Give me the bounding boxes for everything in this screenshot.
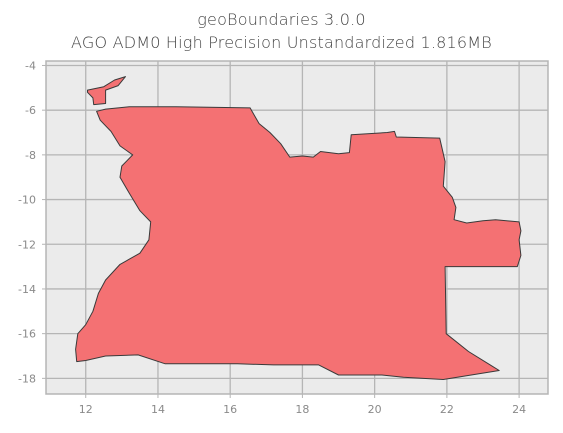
y-tick-label: -8 bbox=[25, 149, 36, 162]
y-tick-label: -18 bbox=[18, 372, 36, 385]
x-tick-label: 22 bbox=[440, 403, 454, 416]
x-tick-label: 12 bbox=[79, 403, 93, 416]
x-tick-label: 18 bbox=[295, 403, 309, 416]
plot-frame bbox=[45, 60, 549, 395]
map-title-line-1: geoBoundaries 3.0.0 bbox=[197, 10, 366, 29]
y-tick-label: -14 bbox=[18, 283, 36, 296]
y-tick-label: -6 bbox=[25, 104, 36, 117]
boundary-mainland bbox=[75, 106, 522, 380]
y-tick-label: -16 bbox=[18, 328, 36, 341]
x-tick-label: 16 bbox=[223, 403, 237, 416]
x-tick-label: 24 bbox=[512, 403, 526, 416]
y-tick-label: -12 bbox=[18, 238, 36, 251]
boundary-cabinda-exclave bbox=[87, 76, 126, 106]
x-tick-label: 14 bbox=[151, 403, 165, 416]
y-tick-label: -10 bbox=[18, 194, 36, 207]
x-tick-label: 20 bbox=[368, 403, 382, 416]
map-title-line-2: AGO ADM0 High Precision Unstandardized 1… bbox=[71, 33, 492, 52]
y-tick-label: -4 bbox=[25, 59, 36, 72]
